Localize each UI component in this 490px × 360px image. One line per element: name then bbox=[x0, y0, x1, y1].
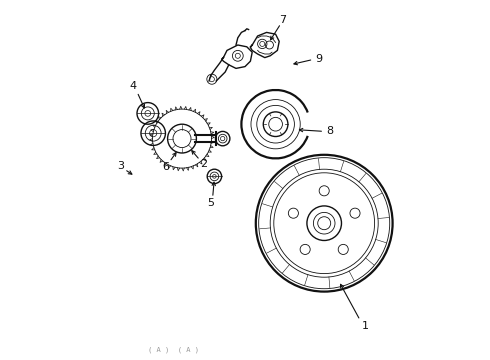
Text: 8: 8 bbox=[326, 126, 333, 136]
Text: ( A )  ( A ): ( A ) ( A ) bbox=[147, 347, 198, 353]
Text: 5: 5 bbox=[207, 198, 214, 208]
Text: 6: 6 bbox=[162, 162, 170, 172]
Text: 3: 3 bbox=[117, 161, 124, 171]
Text: 2: 2 bbox=[200, 159, 207, 169]
Text: 9: 9 bbox=[315, 54, 322, 64]
Text: 7: 7 bbox=[279, 15, 286, 25]
Text: 4: 4 bbox=[130, 81, 137, 91]
Text: 1: 1 bbox=[362, 321, 369, 331]
